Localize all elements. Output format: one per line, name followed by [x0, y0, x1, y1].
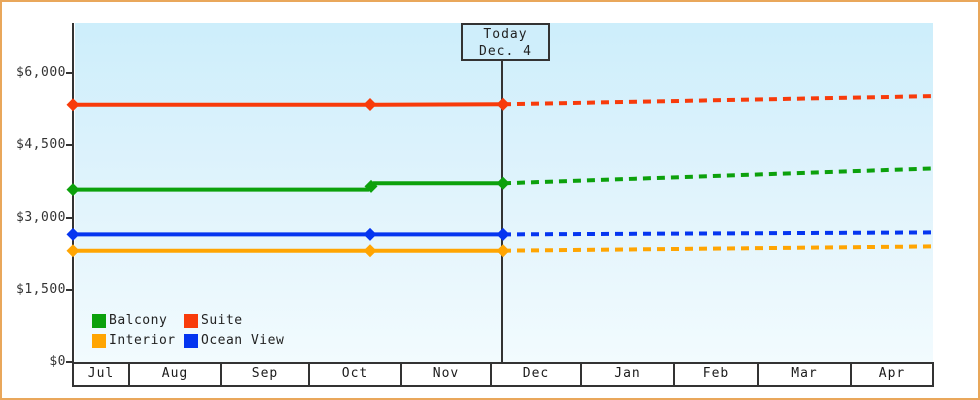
today-annotation-title: Today — [483, 27, 528, 42]
legend-label: Interior — [109, 333, 176, 348]
y-tick-mark — [66, 72, 73, 74]
legend-item-balcony: Balcony — [92, 313, 184, 328]
today-annotation: Today Dec. 4 — [461, 23, 550, 61]
legend-swatch-icon — [92, 333, 106, 348]
legend-swatch-icon — [92, 313, 106, 328]
y-tick-mark — [66, 361, 73, 363]
y-tick-label: $3,000 — [16, 209, 66, 225]
month-cell-dec: Dec — [492, 364, 582, 385]
month-cell-jul: Jul — [72, 364, 130, 385]
y-tick-label: $6,000 — [16, 65, 66, 80]
legend-swatch-icon — [184, 313, 198, 328]
y-tick-label: $4,500 — [16, 137, 66, 153]
legend-label: Ocean View — [201, 333, 285, 348]
month-cell-aug: Aug — [130, 364, 222, 385]
month-cell-sep: Sep — [222, 364, 310, 385]
legend-item-suite: Suite — [184, 313, 284, 328]
month-cell-jan: Jan — [582, 364, 675, 385]
y-tick-mark — [66, 216, 73, 219]
legend-swatch-icon — [184, 333, 198, 348]
x-axis-month-band: Jul Aug Sep Oct Nov Dec Jan Feb Mar Apr — [72, 362, 934, 387]
month-cell-nov: Nov — [402, 364, 492, 385]
y-tick-mark — [66, 288, 73, 291]
plot-area — [75, 23, 933, 362]
month-cell-oct: Oct — [310, 364, 402, 385]
y-tick-label: $1,500 — [16, 281, 66, 297]
legend-label: Suite — [201, 313, 243, 328]
chart-legend: Balcony Suite Interior Ocean View — [92, 313, 284, 348]
y-tick-label: $0 — [49, 354, 66, 369]
legend-item-ocean-view: Ocean View — [184, 333, 284, 348]
month-cell-feb: Feb — [675, 364, 759, 385]
today-annotation-date: Dec. 4 — [479, 44, 532, 59]
today-marker-line — [501, 61, 503, 362]
month-cell-mar: Mar — [759, 364, 852, 385]
month-cell-apr: Apr — [852, 364, 934, 385]
legend-item-interior: Interior — [92, 333, 184, 348]
y-tick-mark — [66, 144, 73, 147]
legend-label: Balcony — [109, 313, 168, 328]
